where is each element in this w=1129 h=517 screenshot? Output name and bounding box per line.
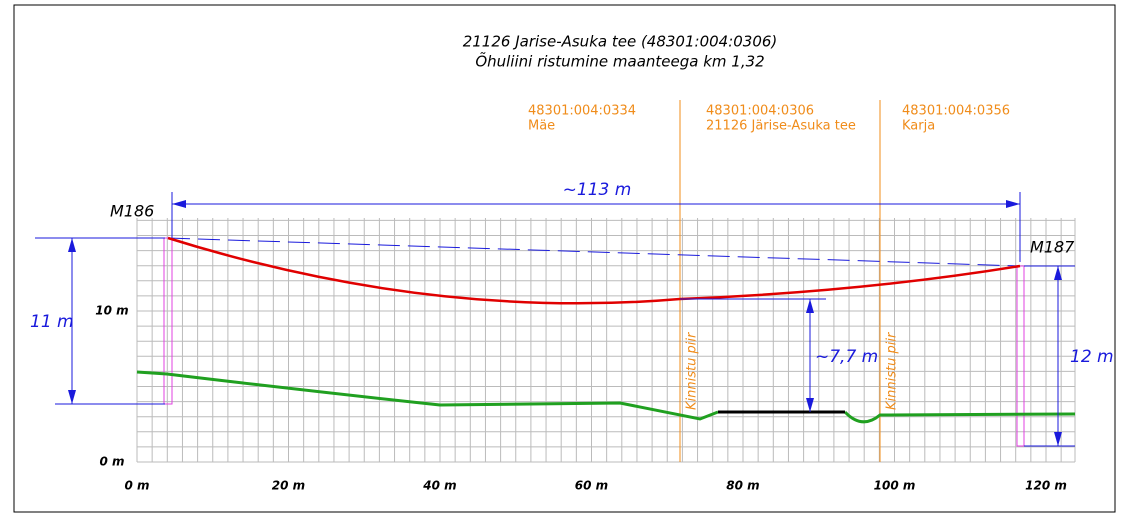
dimension-label: ~7,7 m <box>815 347 878 367</box>
x-axis-label: 0 m <box>124 479 149 493</box>
subtitle: Õhuliini ristumine maanteega km 1,32 <box>475 52 764 71</box>
grid <box>136 218 1076 463</box>
pole <box>163 237 173 405</box>
parcel-name: Mäe <box>528 119 555 134</box>
chord <box>167 237 1021 267</box>
dimension-label: 12 m <box>1070 347 1114 367</box>
y-axis-label: 0 m <box>99 455 124 469</box>
title: 21126 Jarise-Asuka tee (48301:004:0306) <box>463 33 778 51</box>
x-axis-label: 20 m <box>272 479 305 493</box>
x-axis-label: 60 m <box>575 479 608 493</box>
frame <box>13 4 1116 513</box>
pole-label: M187 <box>1030 238 1075 257</box>
parcel-name: Karja <box>902 119 935 134</box>
x-axis-label: 40 m <box>422 479 456 493</box>
x-axis-label: 80 m <box>726 479 759 493</box>
dimensions <box>35 192 1075 447</box>
axes: 0 m 20 m 40 m 60 m 80 m 100 m 120 m 10 m 0 m <box>95 304 1067 493</box>
parcel-name: 21126 Järise-Asuka tee <box>706 119 856 134</box>
dimension-label: ~113 m <box>563 180 632 200</box>
pole-label: M186 <box>110 202 154 221</box>
conductor <box>167 236 1021 305</box>
x-axis-label: 100 m <box>874 479 916 493</box>
boundary-label: Kinnistu piir <box>685 331 700 410</box>
dimension-label: 11 m <box>30 312 74 332</box>
x-axis-label: 120 m <box>1025 479 1067 493</box>
parcel-id: 48301:004:0306 <box>706 104 814 119</box>
boundary-label: Kinnistu piir <box>885 331 900 410</box>
y-axis-label: 10 m <box>95 304 128 318</box>
parcel-id: 48301:004:0356 <box>902 104 1010 119</box>
parcel-id: 48301:004:0334 <box>528 104 636 119</box>
arrows <box>68 200 1062 446</box>
pole <box>1016 265 1025 447</box>
ground <box>136 370 1076 424</box>
